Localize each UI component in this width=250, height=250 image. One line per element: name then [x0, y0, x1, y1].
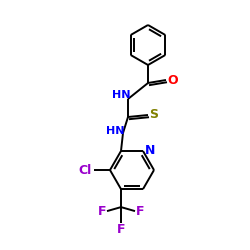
Text: HN: HN — [112, 90, 130, 100]
Text: S: S — [150, 108, 158, 122]
Text: HN: HN — [106, 126, 124, 136]
Text: O: O — [168, 74, 178, 86]
Text: F: F — [136, 204, 144, 218]
Text: F: F — [98, 204, 106, 218]
Text: N: N — [145, 144, 155, 156]
Text: F: F — [117, 222, 125, 235]
Text: Cl: Cl — [78, 164, 92, 176]
